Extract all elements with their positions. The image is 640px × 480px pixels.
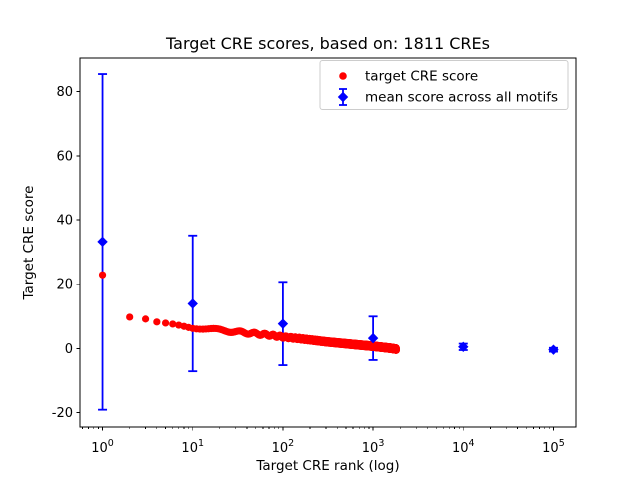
- x-axis-ticks: 100 101 102 103 104 105: [91, 427, 565, 456]
- red-circle-marker-icon: [339, 72, 347, 80]
- blue-diamond-marker-icon: [337, 91, 349, 103]
- x-tick-label: 105: [542, 438, 565, 456]
- target-score-series: [98, 271, 400, 354]
- y-tick-label: 40: [56, 214, 73, 229]
- mean-score-diamond: [548, 344, 559, 355]
- y-tick-label: 20: [56, 278, 73, 293]
- legend: target CRE score mean score across all m…: [319, 60, 569, 110]
- legend-item-target-score: target CRE score: [339, 69, 478, 85]
- y-axis-ticks: -20 0 20 40 60 80: [52, 85, 80, 421]
- x-tick-label: 103: [362, 438, 385, 456]
- y-tick-label: -20: [52, 406, 73, 421]
- y-tick-label: 0: [65, 342, 73, 357]
- y-tick-label: 60: [56, 149, 73, 164]
- chart-title: Target CRE scores, based on: 1811 CREs: [165, 34, 490, 53]
- x-tick-label: 102: [272, 438, 295, 456]
- x-axis-label: Target CRE rank (log): [255, 458, 399, 474]
- legend-box: [319, 60, 569, 110]
- x-tick-label: 101: [181, 438, 204, 456]
- x-tick-label: 104: [452, 438, 475, 456]
- plot-area-border: [79, 57, 577, 428]
- legend-label: target CRE score: [365, 69, 478, 85]
- mean-score-diamond: [458, 341, 469, 352]
- y-tick-label: 80: [56, 85, 73, 100]
- y-axis-label: Target CRE score: [21, 186, 37, 301]
- legend-item-mean-score: mean score across all motifs: [337, 88, 558, 106]
- legend-label: mean score across all motifs: [365, 90, 558, 106]
- mean-score-diamond: [277, 318, 289, 329]
- x-axis-minor-ticks: [82, 427, 550, 429]
- mean-score-diamond: [97, 236, 108, 248]
- mean-score-diamond: [367, 332, 379, 344]
- mean-score-series: [97, 236, 559, 355]
- mean-score-diamond: [187, 298, 198, 309]
- x-tick-label: 100: [91, 438, 114, 456]
- plot-area: -20 0 20 40 60 80 100 101 102 103 104 105: [52, 73, 565, 456]
